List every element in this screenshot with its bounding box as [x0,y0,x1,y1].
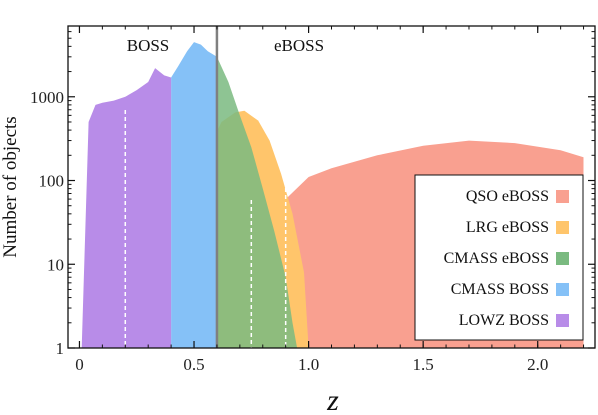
legend-swatch [556,314,569,327]
legend-label: QSO eBOSS [466,188,549,205]
x-tick-label: 2.0 [527,355,548,374]
legend-swatch [556,190,569,203]
area-lowz-boss [81,68,172,348]
y-tick-label: 1000 [30,88,64,107]
x-tick-label: 1.0 [298,355,319,374]
legend-label: LOWZ BOSS [459,312,549,329]
x-tick-label: 0.5 [183,355,204,374]
legend-swatch [556,252,569,265]
x-tick-label: 0 [75,355,84,374]
x-tick-label: 1.5 [413,355,434,374]
legend-swatch [556,283,569,296]
annotation-boss: BOSS [127,36,170,55]
y-axis-label: Number of objects [0,116,21,257]
legend-box [414,174,584,341]
y-tick-label: 10 [47,255,64,274]
area-cmass-eboss [216,56,298,349]
y-tick-label: 100 [39,172,65,191]
legend: QSO eBOSS LRG eBOSS CMASS eBOSS CMASS BOSS L… [414,174,584,341]
plot-frame [67,25,596,349]
annotation-eboss: eBOSS [274,36,324,55]
x-axis-label: z [326,384,339,415]
x-axis: 0 0.5 1.0 1.5 2.0 [75,26,585,374]
dashed-cut-lines [124,110,287,348]
legend-label: CMASS BOSS [451,281,549,298]
legend-label: LRG eBOSS [466,219,549,236]
legend-swatch [556,221,569,234]
legend-label: CMASS eBOSS [444,250,549,267]
y-tick-label: 1 [56,339,65,358]
area-cmass-boss [171,42,217,348]
